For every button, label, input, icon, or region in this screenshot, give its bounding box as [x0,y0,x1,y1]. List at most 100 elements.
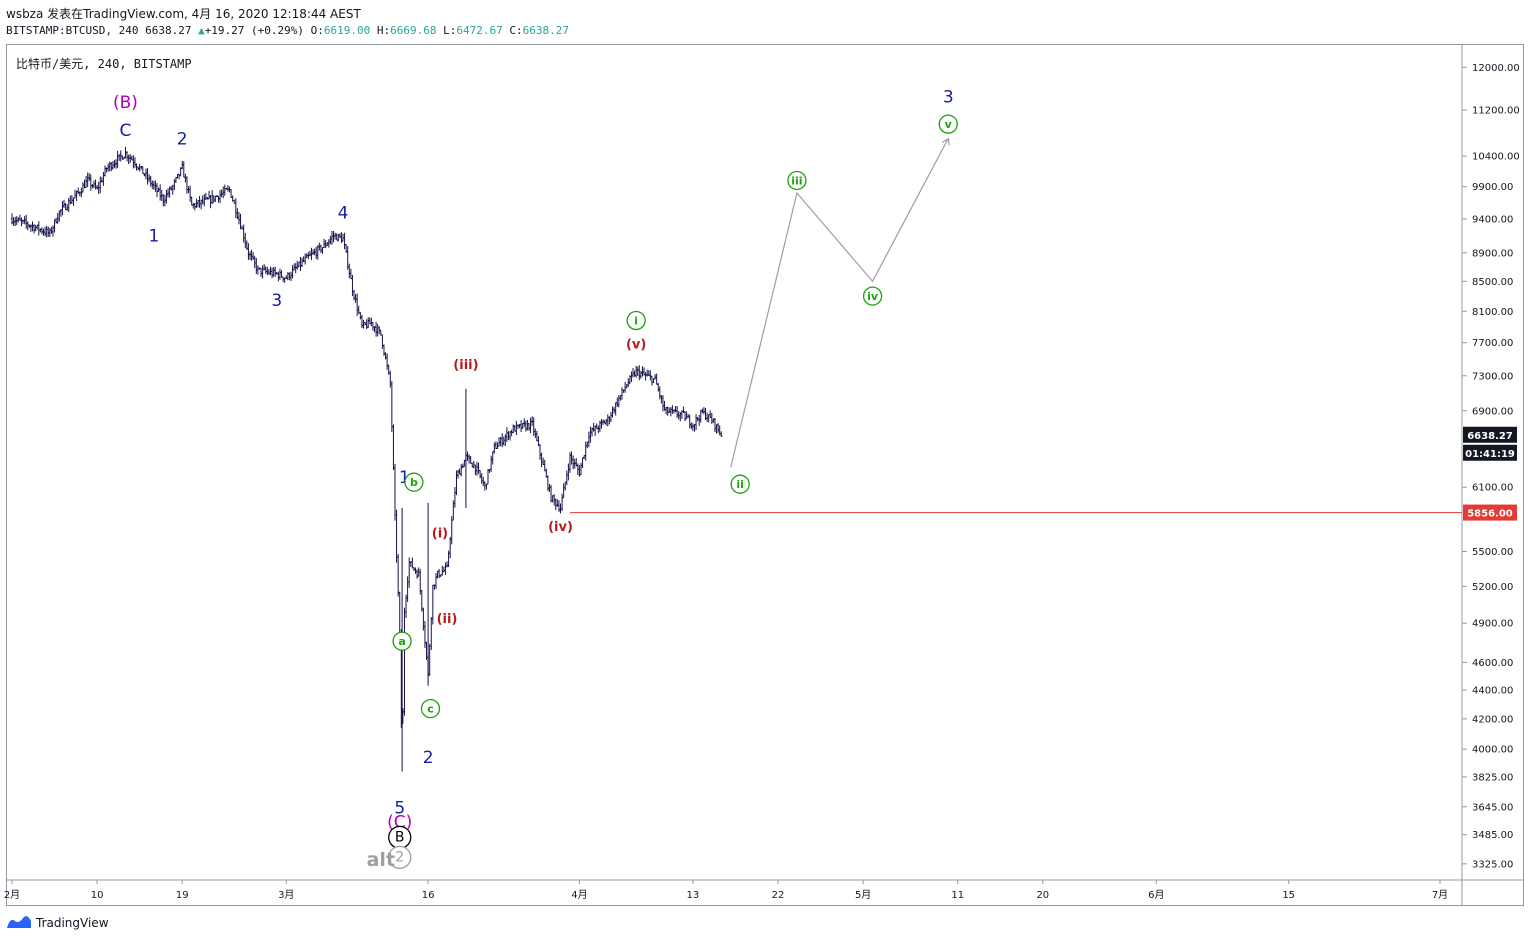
projection-path[interactable] [730,138,949,468]
candle [713,417,717,433]
wave-label[interactable]: 1 [148,227,159,247]
candle [371,322,375,331]
candle [407,557,411,588]
wave-label[interactable]: (B) [113,93,138,113]
wave-label[interactable]: i [626,310,646,331]
footer-brand[interactable]: TradingView [6,915,109,932]
candle [368,317,371,325]
wave-label[interactable]: 2 [388,845,412,869]
svg-text:(i): (i) [432,527,448,542]
candle [250,249,253,261]
wave-label[interactable]: iii [787,170,807,191]
wave-label[interactable]: (iii) [453,358,478,373]
tradingview-logo-icon [6,915,32,932]
candle [272,266,275,277]
candle [477,462,480,474]
published-info: 发表在TradingView.com, 4月 16, 2020 12:18:44… [47,7,361,21]
time-tick-label: 10 [91,890,104,901]
time-tick-label: 16 [422,890,435,901]
candle [527,423,531,431]
wave-label[interactable]: a [392,631,412,651]
time-tick-label: 22 [772,890,785,901]
candle [248,251,252,260]
time-axis[interactable]: 2月 10 19 3月 16 4月 13 22 5月 11 20 6月 15 7月 [4,880,1448,901]
candle [199,199,203,210]
candle [81,182,85,193]
price-tick-label: 3645.00 [1472,802,1513,813]
price-tick-label: 3485.00 [1472,830,1513,841]
last-price: 6638.27 [145,24,192,37]
svg-text:b: b [410,476,418,489]
price-tick-label: 4400.00 [1472,685,1513,696]
candle [611,406,614,418]
wave-label[interactable]: 1 [399,468,410,488]
candle [103,165,107,177]
wave-label[interactable]: b [404,472,424,492]
wave-label[interactable]: 3 [271,291,282,311]
chart-panel[interactable] [6,44,1524,906]
support-price-tag: 5856.00 [1463,504,1517,521]
candle [650,375,654,386]
wave-label[interactable]: B [388,825,412,850]
ohlc-header: BITSTAMP:BTCUSD, 240 6638.27 ▲+19.27 (+0… [6,24,569,37]
candle [62,199,66,208]
candle [497,437,501,447]
wave-label[interactable]: c [420,698,441,719]
wave-label[interactable]: 2 [423,748,434,768]
candle [346,246,349,270]
candle [259,267,263,277]
wave-label[interactable]: 3 [943,87,954,107]
wave-label[interactable]: (C) [387,812,412,832]
wave-label[interactable]: (iv) [548,520,573,535]
wave-label[interactable]: C [120,121,132,141]
wave-label[interactable]: iv [862,286,883,306]
candle [502,436,505,446]
wave-label[interactable]: 5 [394,799,405,819]
candle [579,462,583,476]
wave-label[interactable]: (ii) [437,612,458,627]
candle [244,232,247,249]
svg-text:4: 4 [338,203,349,223]
wave-label[interactable]: 4 [338,203,349,223]
candle [270,267,274,279]
wave-label[interactable]: (v) [626,338,646,353]
candle [84,175,88,189]
candle [355,293,359,316]
candle [630,371,633,383]
candle [445,561,449,568]
candle [45,225,48,238]
svg-text:3: 3 [943,87,954,107]
wave-label[interactable]: v [938,114,958,134]
candle [683,411,687,421]
candle [491,451,494,465]
candle [352,289,356,301]
brand-name: TradingView [36,916,109,930]
candle [83,179,86,189]
high-value: 6669.68 [390,24,437,37]
wave-label[interactable]: alt [367,849,395,871]
candle [685,411,688,420]
wave-label[interactable]: 2 [177,129,188,149]
price-axis[interactable]: 3325.00 3485.00 3645.00 3825.00 4000.00 4200.… [1462,63,1520,871]
candle [523,418,526,428]
candle [513,425,516,432]
wave-label[interactable]: ii [730,474,750,494]
candle [584,441,587,461]
price-tick-label: 4200.00 [1472,714,1513,725]
low-label: L: [443,24,457,37]
candle [86,172,89,188]
candle [467,454,471,464]
candle [226,185,230,192]
candle [343,232,346,250]
candle [406,576,409,602]
time-tick-label: 7月 [1432,889,1448,901]
candle [549,485,553,503]
candle [78,191,81,197]
candle [253,256,256,269]
candle [348,263,351,279]
candle [455,470,458,496]
wave-label[interactable]: (i) [432,527,448,542]
chart-header-author: wsbza 发表在TradingView.com, 4月 16, 2020 12… [6,5,361,22]
candle [701,408,704,414]
